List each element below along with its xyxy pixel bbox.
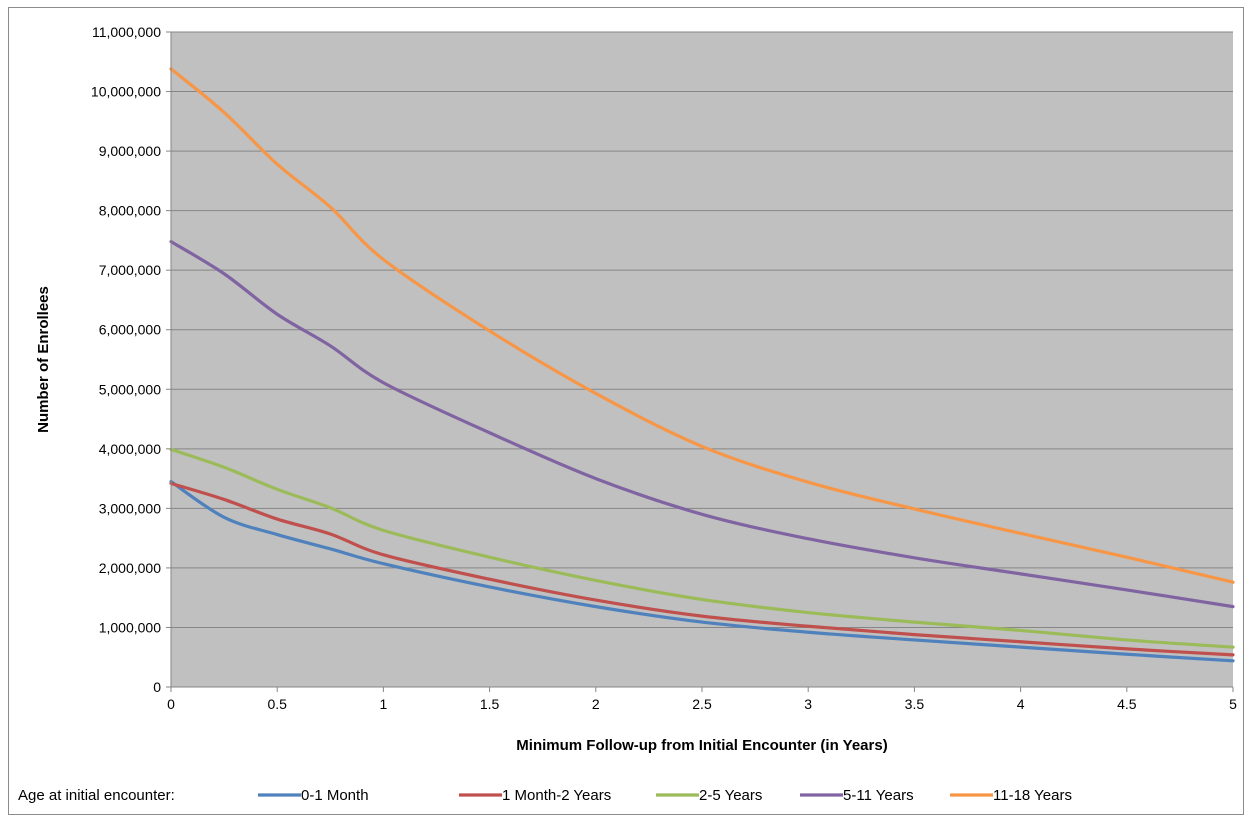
y-tick-label: 9,000,000 bbox=[99, 143, 161, 159]
legend-title: Age at initial encounter: bbox=[18, 787, 175, 804]
x-tick-label: 3 bbox=[804, 696, 812, 712]
x-axis-title: Minimum Follow-up from Initial Encounter… bbox=[516, 737, 887, 754]
legend-label: 5-11 Years bbox=[843, 787, 914, 804]
y-axis-title: Number of Enrollees bbox=[35, 286, 52, 433]
legend-label: 0-1 Month bbox=[301, 787, 369, 804]
x-tick-label: 4 bbox=[1017, 696, 1025, 712]
gridlines bbox=[166, 31, 1234, 692]
series-line-4 bbox=[169, 67, 1235, 584]
x-tick-label: 0 bbox=[167, 696, 175, 712]
series-line-0 bbox=[169, 479, 1235, 663]
y-tick-label: 1,000,000 bbox=[99, 619, 161, 635]
x-tick-label: 5 bbox=[1229, 696, 1237, 712]
axes bbox=[170, 32, 1233, 688]
x-tick-label: 2 bbox=[592, 696, 600, 712]
legend-label: 11-18 Years bbox=[993, 787, 1072, 804]
series-line-1 bbox=[169, 481, 1235, 657]
y-tick-label: 7,000,000 bbox=[99, 262, 161, 278]
x-tick-labels: 0 0.5 1 1.5 2 2.5 3 3.5 4 4.5 5 bbox=[167, 696, 1237, 712]
series-line-3 bbox=[169, 240, 1235, 609]
series-line-2 bbox=[169, 447, 1235, 649]
y-tick-label: 8,000,000 bbox=[99, 203, 161, 219]
y-tick-label: 11,000,000 bbox=[92, 24, 161, 40]
x-tick-label: 0.5 bbox=[267, 696, 287, 712]
y-tick-labels: 0 1,000,000 2,000,000 3,000,000 4,000,000 5,0… bbox=[91, 24, 161, 695]
legend-label: 1 Month-2 Years bbox=[502, 787, 611, 804]
x-tick-label: 3.5 bbox=[905, 696, 925, 712]
x-tick-label: 1 bbox=[380, 696, 388, 712]
y-tick-label: 10,000,000 bbox=[91, 84, 161, 100]
y-tick-label: 0 bbox=[153, 679, 161, 695]
y-tick-label: 6,000,000 bbox=[99, 322, 161, 338]
legend: Age at initial encounter: 0-1 Month 1 Mon… bbox=[18, 787, 1072, 804]
x-tick-label: 2.5 bbox=[692, 696, 712, 712]
y-tick-label: 4,000,000 bbox=[99, 441, 161, 457]
x-tick-label: 1.5 bbox=[480, 696, 500, 712]
y-tick-label: 3,000,000 bbox=[99, 500, 161, 516]
y-tick-label: 5,000,000 bbox=[99, 381, 161, 397]
series-lines bbox=[169, 67, 1235, 663]
legend-label: 2-5 Years bbox=[699, 787, 762, 804]
plot-area bbox=[171, 32, 1233, 687]
y-tick-label: 2,000,000 bbox=[99, 560, 161, 576]
x-tick-label: 4.5 bbox=[1117, 696, 1137, 712]
